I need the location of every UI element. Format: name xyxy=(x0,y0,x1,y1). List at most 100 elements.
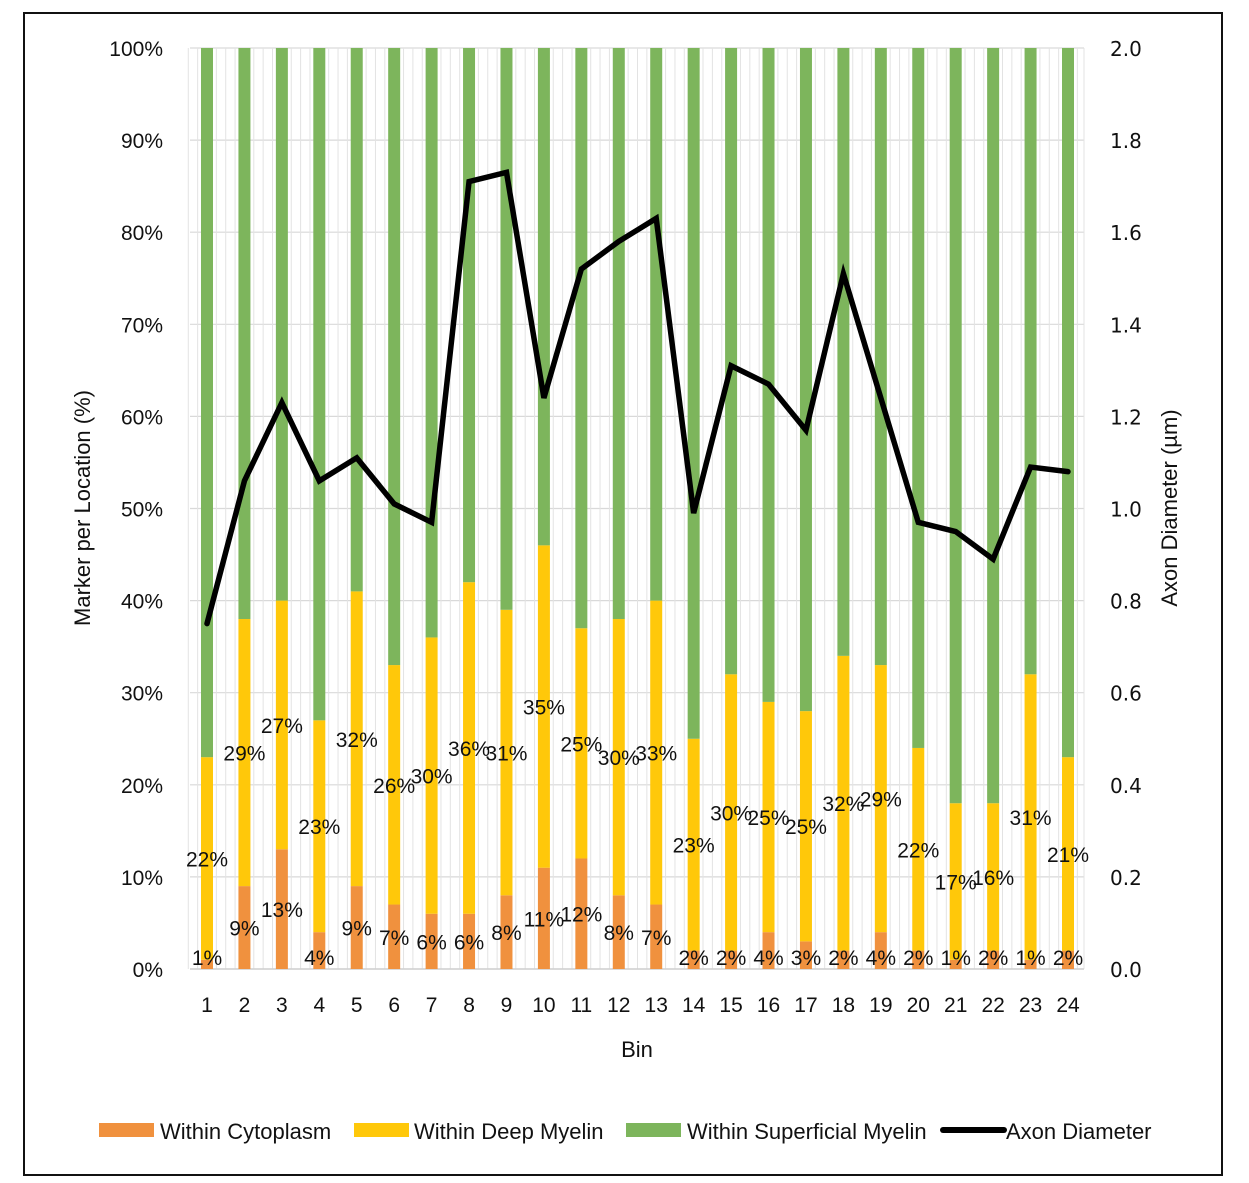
bar-segment-deep-myelin xyxy=(425,637,438,914)
bar-segment-superficial-myelin xyxy=(874,48,887,666)
data-label-cytoplasm: 1% xyxy=(1015,947,1045,970)
y2-tick-label: 0.2 xyxy=(1110,866,1142,890)
data-label-deep-myelin: 35% xyxy=(523,697,565,720)
legend-label-deep-myelin: Within Deep Myelin xyxy=(414,1119,604,1144)
y-axis-title: Marker per Location (%) xyxy=(70,390,95,626)
bar-segment-cytoplasm xyxy=(912,950,925,969)
bar-segment-deep-myelin xyxy=(725,674,738,951)
data-label-deep-myelin: 16% xyxy=(972,867,1014,890)
data-label-deep-myelin: 22% xyxy=(897,839,939,862)
bar-segment-cytoplasm xyxy=(537,867,550,969)
bar-segment-superficial-myelin xyxy=(837,48,850,656)
axon-diameter-line xyxy=(204,168,1071,627)
x-tick-label: 2 xyxy=(239,994,251,1017)
data-label-deep-myelin: 25% xyxy=(785,816,827,839)
data-label-cytoplasm: 12% xyxy=(560,904,602,927)
x-tick-label: 22 xyxy=(981,994,1004,1017)
bar-segment-superficial-myelin xyxy=(1024,48,1037,675)
data-label-cytoplasm: 1% xyxy=(941,947,971,970)
bar-segment-cytoplasm xyxy=(799,941,812,969)
bar-segment-superficial-myelin xyxy=(912,48,925,748)
data-label-deep-myelin: 31% xyxy=(1010,807,1052,830)
y2-axis-title: Axon Diameter (µm) xyxy=(1157,409,1182,606)
bar-segment-cytoplasm xyxy=(687,950,700,969)
bar-segment-deep-myelin xyxy=(837,655,850,951)
y-axis-left-ticks: 0% 10% 20% 30% 40% 50% 60% 70% 80% 90% 100% xyxy=(109,38,163,982)
bar-segment-cytoplasm xyxy=(762,932,775,969)
data-label-cytoplasm: 8% xyxy=(491,922,521,945)
bar-segment-superficial-myelin xyxy=(537,48,550,546)
data-label-cytoplasm: 9% xyxy=(342,918,372,941)
x-tick-label: 7 xyxy=(426,994,438,1017)
x-tick-label: 10 xyxy=(532,994,555,1017)
data-label-deep-myelin: 29% xyxy=(860,789,902,812)
x-tick-label: 6 xyxy=(388,994,400,1017)
bar-segment-cytoplasm xyxy=(987,950,1000,969)
legend-label-axon-diameter: Axon Diameter xyxy=(1006,1119,1152,1144)
data-label-deep-myelin: 36% xyxy=(448,738,490,761)
bar-segment-deep-myelin xyxy=(912,747,925,951)
data-label-deep-myelin: 27% xyxy=(261,715,303,738)
legend-label-superficial-myelin: Within Superficial Myelin xyxy=(687,1119,927,1144)
y-tick-label: 20% xyxy=(121,775,163,798)
bar-segment-superficial-myelin xyxy=(238,48,251,620)
bar-segment-cytoplasm xyxy=(575,858,588,969)
x-tick-label: 18 xyxy=(832,994,855,1017)
x-tick-label: 21 xyxy=(944,994,967,1017)
x-tick-label: 1 xyxy=(201,994,213,1017)
x-tick-label: 23 xyxy=(1019,994,1042,1017)
bar-segment-deep-myelin xyxy=(463,582,476,914)
bar-segment-superficial-myelin xyxy=(762,48,775,702)
data-label-deep-myelin: 30% xyxy=(598,747,640,770)
bar-segment-deep-myelin xyxy=(575,628,588,859)
legend: Within Cytoplasm Within Deep Myelin With… xyxy=(99,1119,1152,1144)
data-label-cytoplasm: 3% xyxy=(791,947,821,970)
data-label-cytoplasm: 2% xyxy=(903,947,933,970)
legend-swatch-cytoplasm xyxy=(99,1123,154,1137)
bar-segment-deep-myelin xyxy=(650,600,663,905)
x-tick-label: 17 xyxy=(794,994,817,1017)
data-label-deep-myelin: 29% xyxy=(223,743,265,766)
bar-segment-superficial-myelin xyxy=(949,48,962,804)
data-label-cytoplasm: 2% xyxy=(1053,947,1083,970)
bar-segment-cytoplasm xyxy=(425,913,438,969)
bar-segment-cytoplasm xyxy=(1062,950,1074,969)
y-tick-label: 80% xyxy=(121,222,163,245)
y2-tick-label: 1.0 xyxy=(1110,498,1142,522)
bar-segment-deep-myelin xyxy=(1024,674,1037,960)
legend-label-cytoplasm: Within Cytoplasm xyxy=(160,1119,331,1144)
data-label-cytoplasm: 2% xyxy=(678,947,708,970)
bar-segment-deep-myelin xyxy=(275,600,288,850)
data-label-deep-myelin: 33% xyxy=(635,743,677,766)
bar-segment-deep-myelin xyxy=(350,591,363,887)
y-tick-label: 40% xyxy=(121,591,163,614)
data-label-cytoplasm: 4% xyxy=(866,947,896,970)
bar-segment-deep-myelin xyxy=(1062,757,1074,951)
x-tick-label: 12 xyxy=(607,994,630,1017)
y-tick-label: 100% xyxy=(109,38,163,61)
data-label-cytoplasm: 6% xyxy=(454,931,484,954)
x-tick-label: 24 xyxy=(1056,994,1080,1017)
bar-segment-cytoplasm xyxy=(388,904,401,969)
bar-segment-cytoplasm xyxy=(463,913,476,969)
data-label-cytoplasm: 2% xyxy=(716,947,746,970)
bar-segment-cytoplasm xyxy=(612,895,625,969)
bar-segment-deep-myelin xyxy=(612,619,625,896)
data-label-cytoplasm: 9% xyxy=(229,918,259,941)
y2-tick-label: 0.8 xyxy=(1110,590,1142,614)
bar-segment-superficial-myelin xyxy=(463,48,476,583)
data-label-cytoplasm: 2% xyxy=(828,947,858,970)
y-axis-right-ticks: 0.0 0.2 0.4 0.6 0.8 1.0 1.2 1.4 1.6 1.8 2.0 xyxy=(1110,37,1142,982)
bar-segment-cytoplasm xyxy=(275,849,288,969)
axon-diameter-polyline xyxy=(204,168,1071,627)
data-label-cytoplasm: 4% xyxy=(304,947,334,970)
y-tick-label: 70% xyxy=(121,314,163,337)
data-label-cytoplasm: 7% xyxy=(641,927,671,950)
x-tick-label: 4 xyxy=(313,994,325,1017)
data-label-deep-myelin: 30% xyxy=(411,766,453,789)
data-label-cytoplasm: 2% xyxy=(978,947,1008,970)
data-label-deep-myelin: 31% xyxy=(485,743,527,766)
y2-tick-label: 1.8 xyxy=(1110,129,1142,153)
data-label-deep-myelin: 23% xyxy=(673,835,715,858)
